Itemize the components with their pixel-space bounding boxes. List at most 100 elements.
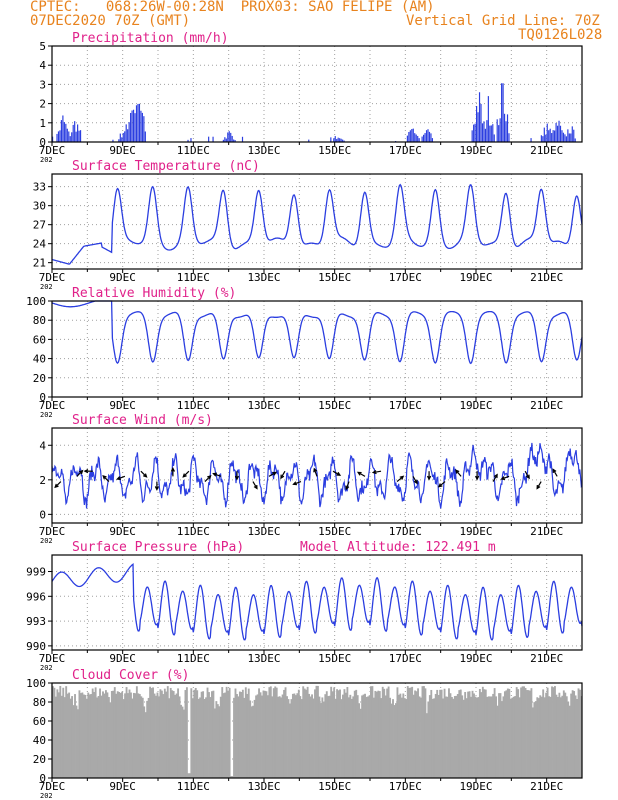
precip-bar — [143, 116, 145, 142]
cloud-bar — [370, 686, 372, 778]
plot-frame — [51, 682, 583, 779]
cloud-bar — [109, 702, 112, 778]
cloud-bar — [125, 687, 128, 778]
precip-bar — [564, 134, 566, 142]
wind-arrow-head — [154, 486, 160, 491]
cloud-bar — [540, 696, 543, 778]
cloud-bar — [93, 691, 96, 778]
cloud-bar — [165, 691, 168, 778]
cloud-bar — [552, 687, 555, 778]
cloud-bar — [162, 694, 165, 778]
wind-arrow-head — [500, 476, 506, 481]
cloud-bar — [402, 693, 405, 778]
x-tick-label: 9DEC — [109, 525, 136, 538]
precip-bar — [132, 109, 135, 142]
precip-bar — [342, 139, 344, 142]
precip-bar — [112, 139, 114, 142]
cloud-bar — [425, 713, 428, 778]
precip-bar — [540, 135, 542, 142]
x-tick-label: 11DEC — [177, 271, 210, 284]
cloud-bar — [175, 693, 178, 778]
cloud-bar — [533, 702, 536, 778]
panel-title: Cloud Cover (%) — [72, 668, 189, 683]
cloud-bar — [213, 708, 216, 778]
cloud-bar — [561, 695, 564, 778]
cloud-bar — [350, 698, 353, 778]
cloud-bar — [496, 705, 499, 778]
cloud-bar — [312, 698, 315, 778]
cloud-bar — [265, 691, 268, 778]
x-year-stub: 202 — [40, 792, 53, 800]
wind-arrow-head — [474, 475, 480, 481]
precip-bar — [225, 138, 227, 142]
cloud-bar — [250, 706, 253, 778]
wind-arrow-head — [272, 471, 278, 476]
precip-bar — [545, 134, 547, 142]
precip-bar — [498, 125, 500, 142]
precip-bar — [421, 136, 423, 142]
y-tick-label: 5 — [39, 40, 46, 53]
wind-arrow-head — [253, 484, 258, 490]
precip-bar — [473, 124, 475, 142]
cloud-bar — [356, 695, 359, 778]
precip-bar — [78, 130, 80, 142]
cloud-bar — [518, 697, 521, 778]
precip-bar — [471, 130, 473, 142]
precip-bar — [228, 131, 230, 142]
x-tick-label: 7DEC — [39, 271, 66, 284]
precip-bar — [559, 125, 562, 142]
y-tick-label: 100 — [26, 295, 46, 308]
cloud-bar — [202, 691, 205, 778]
y-tick-label: 990 — [26, 640, 46, 653]
cloud-bar — [183, 709, 185, 778]
wind-arrow-head — [234, 475, 240, 481]
y-tick-label: 40 — [33, 353, 46, 366]
cloud-bar — [477, 697, 480, 778]
precip-bar — [137, 103, 139, 142]
cloud-bar — [340, 699, 343, 778]
x-tick-label: 17DEC — [389, 271, 422, 284]
plot-frame — [51, 45, 583, 143]
precip-bar — [224, 137, 226, 142]
x-tick-label: 9DEC — [109, 780, 136, 793]
cloud-bar — [564, 692, 567, 778]
y-tick-label: 0 — [39, 772, 46, 785]
y-tick-label: 0 — [39, 136, 46, 149]
x-tick-label: 19DEC — [459, 780, 492, 793]
cloud-bar — [415, 691, 418, 778]
x-tick-label: 11DEC — [177, 780, 210, 793]
x-tick-label: 11DEC — [177, 652, 210, 665]
wind-arrow-head — [525, 474, 530, 480]
y-tick-label: 27 — [33, 219, 46, 232]
wind-arrow-head — [207, 474, 212, 480]
wind-arrow — [455, 469, 462, 477]
cloud-bar — [362, 694, 365, 778]
cloud-bar — [284, 687, 287, 778]
y-tick-label: 80 — [33, 696, 46, 709]
cloud-bar — [484, 689, 487, 778]
x-tick-label: 7DEC — [39, 780, 66, 793]
cloud-bar — [509, 698, 512, 778]
cloud-bar — [395, 703, 397, 778]
x-tick-label: 15DEC — [318, 271, 351, 284]
cloud-bar — [221, 687, 224, 778]
cloud-bar — [82, 694, 85, 778]
panel-title: Precipitation (mm/h) — [72, 31, 229, 46]
cloud-bar — [467, 691, 470, 778]
cloud-bar — [506, 688, 509, 778]
cloud-bar — [493, 688, 496, 778]
cloud-bar — [194, 687, 197, 778]
x-tick-label: 15DEC — [318, 399, 351, 412]
wind-arrow — [501, 475, 510, 480]
cloud-bar — [443, 688, 446, 778]
cloud-bar — [473, 693, 475, 778]
cloud-bar — [224, 692, 227, 778]
cloud-bar — [521, 686, 524, 778]
cloud-bar — [377, 690, 380, 778]
cloud-bar — [452, 698, 455, 778]
cloud-bar — [60, 695, 63, 778]
cloud-bar — [439, 689, 442, 778]
precip-bar — [412, 128, 414, 142]
x-tick-label: 15DEC — [318, 780, 351, 793]
x-year-stub: 202 — [40, 537, 53, 545]
